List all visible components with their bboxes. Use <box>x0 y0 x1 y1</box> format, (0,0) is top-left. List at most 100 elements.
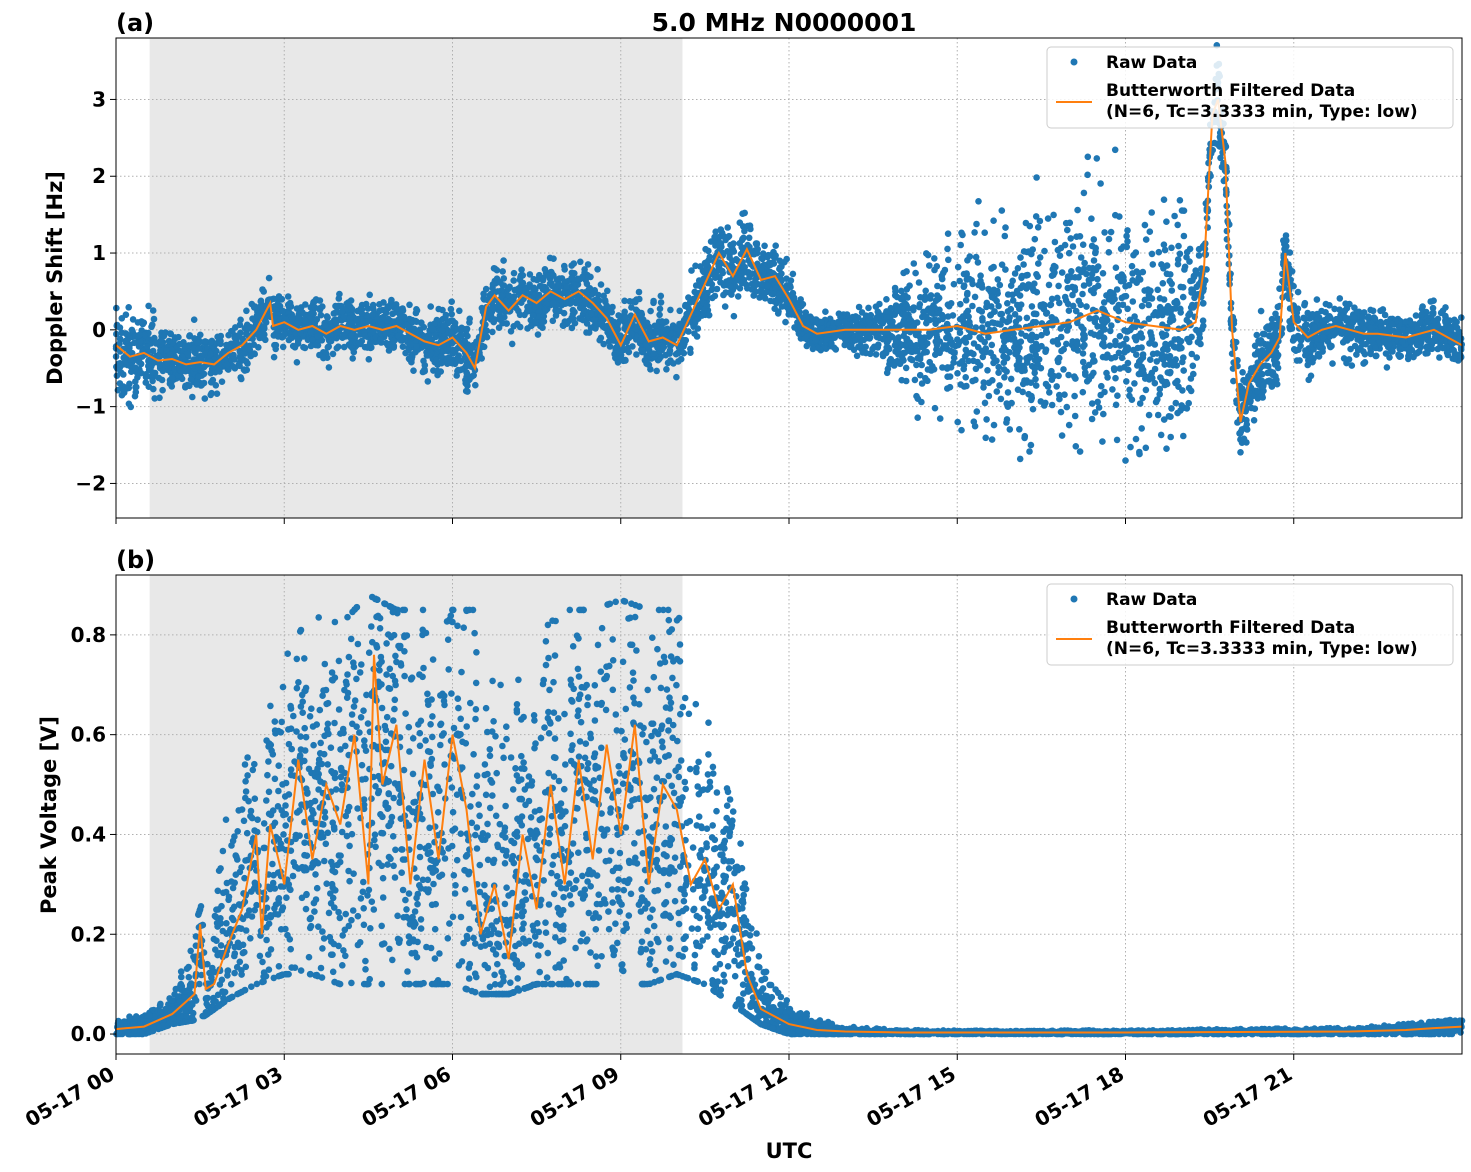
raw-data-point <box>323 313 331 320</box>
raw-data-point <box>680 349 688 357</box>
raw-data-point <box>1116 213 1123 220</box>
raw-data-point <box>1132 435 1140 443</box>
raw-data-point <box>448 298 456 306</box>
raw-data-point <box>348 305 356 313</box>
raw-data-point <box>463 326 470 334</box>
raw-data-point <box>388 296 395 304</box>
raw-data-point <box>979 315 986 322</box>
raw-data-point <box>1168 287 1176 294</box>
raw-data-point <box>997 321 1004 328</box>
raw-data-point <box>462 380 470 387</box>
raw-data-point <box>1080 333 1088 341</box>
raw-data-point <box>1251 405 1259 413</box>
raw-data-point <box>1167 433 1174 441</box>
raw-data-point <box>989 377 996 384</box>
raw-data-point <box>320 354 327 362</box>
raw-data-point <box>218 378 226 386</box>
raw-data-point <box>1429 322 1437 330</box>
raw-data-point <box>639 347 646 354</box>
raw-data-point <box>437 353 445 360</box>
raw-data-point <box>1190 272 1198 280</box>
raw-data-point <box>595 297 603 305</box>
raw-data-point <box>1018 367 1026 375</box>
raw-data-point <box>555 281 562 289</box>
raw-data-point <box>625 334 633 342</box>
raw-data-point <box>941 266 949 274</box>
raw-data-point <box>270 353 278 361</box>
raw-data-point <box>1369 307 1377 315</box>
raw-data-point <box>1174 299 1181 307</box>
raw-data-point <box>1057 325 1064 332</box>
raw-data-point <box>730 248 738 255</box>
raw-data-point <box>454 355 462 363</box>
raw-data-point <box>1019 380 1027 388</box>
raw-data-point <box>1145 411 1153 419</box>
raw-data-point <box>932 351 939 359</box>
raw-data-point <box>506 283 513 291</box>
raw-data-point <box>1163 445 1170 453</box>
raw-data-point <box>1154 396 1161 403</box>
raw-data-point <box>989 319 996 326</box>
raw-data-point <box>975 198 982 205</box>
raw-data-point <box>918 361 925 369</box>
raw-data-point <box>499 268 507 275</box>
raw-data-point <box>319 303 326 310</box>
raw-data-point <box>1359 314 1366 321</box>
raw-data-point <box>1015 357 1023 365</box>
raw-data-point <box>1405 327 1412 334</box>
raw-data-point <box>397 313 405 320</box>
raw-data-point <box>907 355 914 363</box>
raw-data-point <box>237 316 244 324</box>
raw-data-point <box>1107 327 1114 335</box>
raw-data-point <box>898 287 905 295</box>
raw-data-point <box>1254 387 1261 395</box>
raw-data-point <box>765 251 772 259</box>
raw-data-point <box>1297 335 1304 342</box>
raw-data-point <box>1186 245 1194 253</box>
raw-data-point <box>1414 325 1421 333</box>
raw-data-point <box>991 308 998 315</box>
raw-data-point <box>960 282 968 289</box>
raw-data-point <box>1093 155 1101 162</box>
raw-data-point <box>1243 421 1251 428</box>
raw-data-point <box>773 299 780 307</box>
raw-data-point <box>1123 232 1130 240</box>
raw-data-point <box>1118 354 1126 362</box>
raw-data-point <box>1443 317 1450 325</box>
raw-data-point <box>1025 248 1033 255</box>
raw-data-point <box>550 255 557 262</box>
raw-data-point <box>944 230 952 237</box>
raw-data-point <box>1067 235 1074 242</box>
raw-data-point <box>1180 232 1188 240</box>
raw-data-point <box>902 364 910 372</box>
raw-data-point <box>1159 280 1167 287</box>
raw-data-point <box>510 277 517 284</box>
raw-data-point <box>1046 389 1053 396</box>
raw-data-point <box>1189 362 1197 370</box>
raw-data-point <box>1048 401 1056 409</box>
raw-data-point <box>489 284 496 292</box>
raw-data-point <box>1105 235 1113 243</box>
raw-data-point <box>944 364 951 371</box>
raw-data-point <box>279 343 287 351</box>
raw-data-point <box>189 393 196 401</box>
raw-data-point <box>944 245 951 253</box>
raw-data-point <box>719 269 726 277</box>
raw-data-point <box>577 258 584 266</box>
raw-data-point <box>1065 371 1072 379</box>
raw-data-point <box>275 293 283 300</box>
raw-data-point <box>950 280 958 288</box>
raw-data-point <box>159 386 166 394</box>
raw-data-point <box>151 395 158 402</box>
raw-data-point <box>582 299 589 307</box>
grid-a <box>116 38 1462 518</box>
raw-data-point <box>376 301 383 308</box>
raw-data-point <box>291 344 299 351</box>
raw-data-point <box>366 291 374 299</box>
raw-data-point <box>853 352 861 360</box>
raw-data-point <box>353 316 361 323</box>
raw-data-point <box>1186 338 1193 346</box>
raw-data-point <box>975 306 983 314</box>
raw-data-point <box>116 361 124 368</box>
raw-data-point <box>1200 299 1207 307</box>
